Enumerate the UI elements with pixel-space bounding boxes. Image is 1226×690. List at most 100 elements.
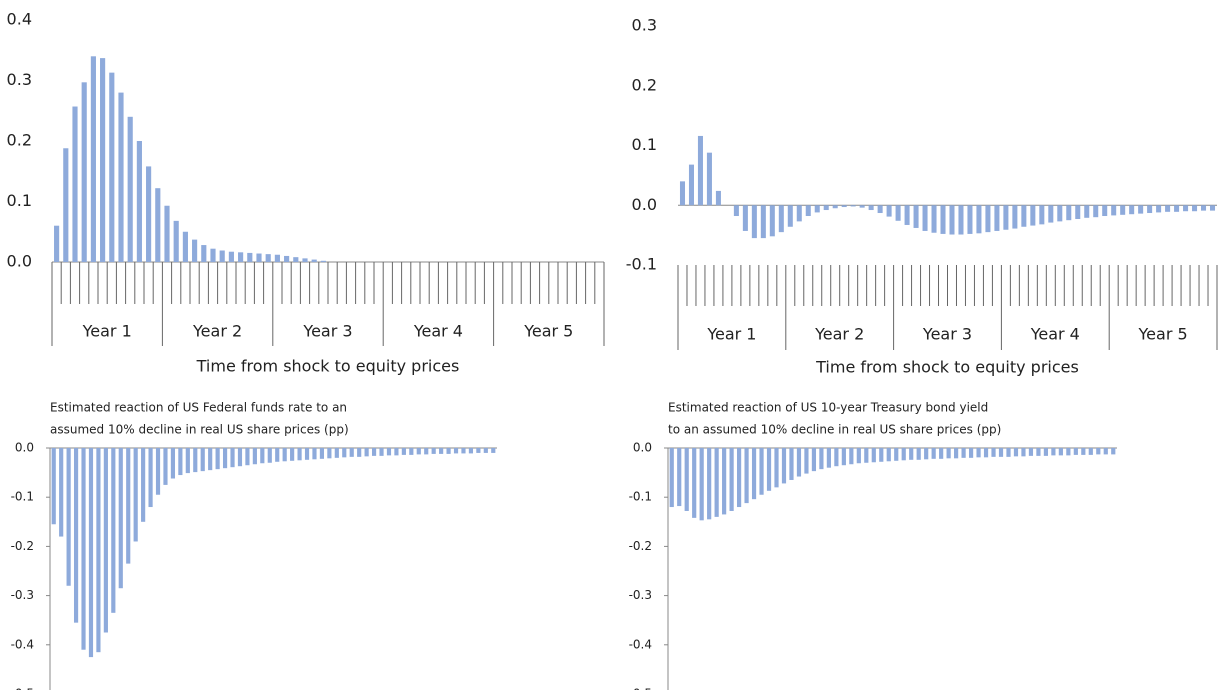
bar — [778, 205, 784, 233]
y-tick-label: 0.1 — [7, 191, 32, 210]
bar — [109, 72, 115, 262]
y-tick-label: 0.2 — [632, 75, 657, 94]
bar — [311, 259, 317, 262]
bar — [877, 205, 883, 214]
bar — [290, 448, 295, 461]
bar — [237, 448, 243, 467]
bar — [834, 448, 839, 467]
bar — [879, 448, 884, 462]
bar — [136, 141, 142, 262]
bar — [894, 448, 899, 461]
y-tick-label: -0.4 — [11, 637, 34, 651]
bar — [327, 448, 332, 459]
bar — [715, 190, 721, 206]
bar — [394, 448, 399, 456]
x-axis-label: Time from shock to equity prices — [815, 358, 1079, 377]
group-label: Year 1 — [82, 322, 132, 341]
bar — [998, 448, 1004, 457]
bar — [81, 448, 86, 650]
group-label: Year 4 — [413, 322, 463, 341]
y-tick-label: -0.1 — [626, 255, 657, 274]
bar — [916, 448, 921, 460]
bar — [976, 448, 981, 458]
bar — [182, 231, 188, 262]
bar — [781, 448, 787, 484]
bar — [736, 448, 742, 508]
bar — [1028, 448, 1034, 456]
bar — [1111, 205, 1117, 216]
bar — [238, 252, 244, 262]
bar — [967, 205, 973, 234]
bar — [1058, 448, 1063, 456]
bar — [1084, 205, 1090, 218]
bar — [886, 205, 892, 217]
bar — [63, 148, 69, 262]
chart-title: to an assumed 10% decline in real US sha… — [668, 423, 1001, 437]
group-label: Year 5 — [1138, 325, 1188, 344]
bar — [983, 448, 989, 458]
bar — [59, 448, 64, 537]
bar — [72, 106, 78, 262]
bar — [913, 205, 919, 228]
bar — [265, 254, 271, 262]
group-label: Year 5 — [523, 322, 573, 341]
bar — [453, 448, 459, 454]
bar — [483, 448, 488, 453]
bar — [811, 448, 817, 472]
bar — [461, 448, 466, 454]
bar — [968, 448, 974, 458]
bar — [1075, 205, 1081, 219]
bar — [751, 205, 757, 239]
bar — [688, 164, 694, 206]
bar — [468, 448, 474, 454]
bar — [111, 448, 116, 613]
bar — [994, 205, 1000, 231]
bar — [148, 448, 153, 508]
bar — [1183, 205, 1189, 212]
bar — [819, 448, 824, 470]
bar — [222, 448, 228, 469]
bar — [856, 448, 861, 464]
group-label: Year 4 — [1030, 325, 1080, 344]
y-tick-label: 0.3 — [7, 70, 32, 89]
bar — [200, 448, 205, 472]
bar — [446, 448, 451, 454]
bar — [1156, 205, 1162, 213]
bar — [1003, 205, 1009, 230]
bar — [679, 181, 686, 206]
bar — [868, 205, 874, 211]
bar — [163, 448, 168, 485]
bar — [823, 205, 829, 211]
bar — [96, 448, 101, 653]
y-tick-label: -0.3 — [11, 588, 34, 602]
bar — [985, 205, 991, 233]
bar — [1051, 448, 1056, 456]
bar — [201, 245, 207, 262]
bar — [744, 448, 749, 504]
bar — [895, 205, 901, 221]
bar — [215, 448, 220, 470]
bar — [66, 448, 71, 586]
bar — [991, 448, 996, 457]
bar — [416, 448, 421, 455]
bar — [210, 248, 216, 262]
bar — [439, 448, 444, 454]
bar — [320, 260, 326, 262]
bar — [192, 239, 198, 262]
bar — [774, 448, 779, 488]
bar — [54, 225, 60, 262]
bar — [219, 250, 225, 262]
y-tick-label: -0.2 — [629, 539, 652, 553]
bar — [247, 252, 253, 262]
bar — [293, 257, 299, 262]
bar — [850, 205, 856, 207]
bar — [769, 205, 775, 237]
bar — [282, 448, 287, 462]
bar — [1066, 205, 1072, 221]
bar — [814, 205, 820, 213]
bar — [733, 205, 739, 217]
bar — [789, 448, 794, 480]
y-tick-label: -0.4 — [629, 637, 652, 651]
bar — [342, 448, 347, 458]
